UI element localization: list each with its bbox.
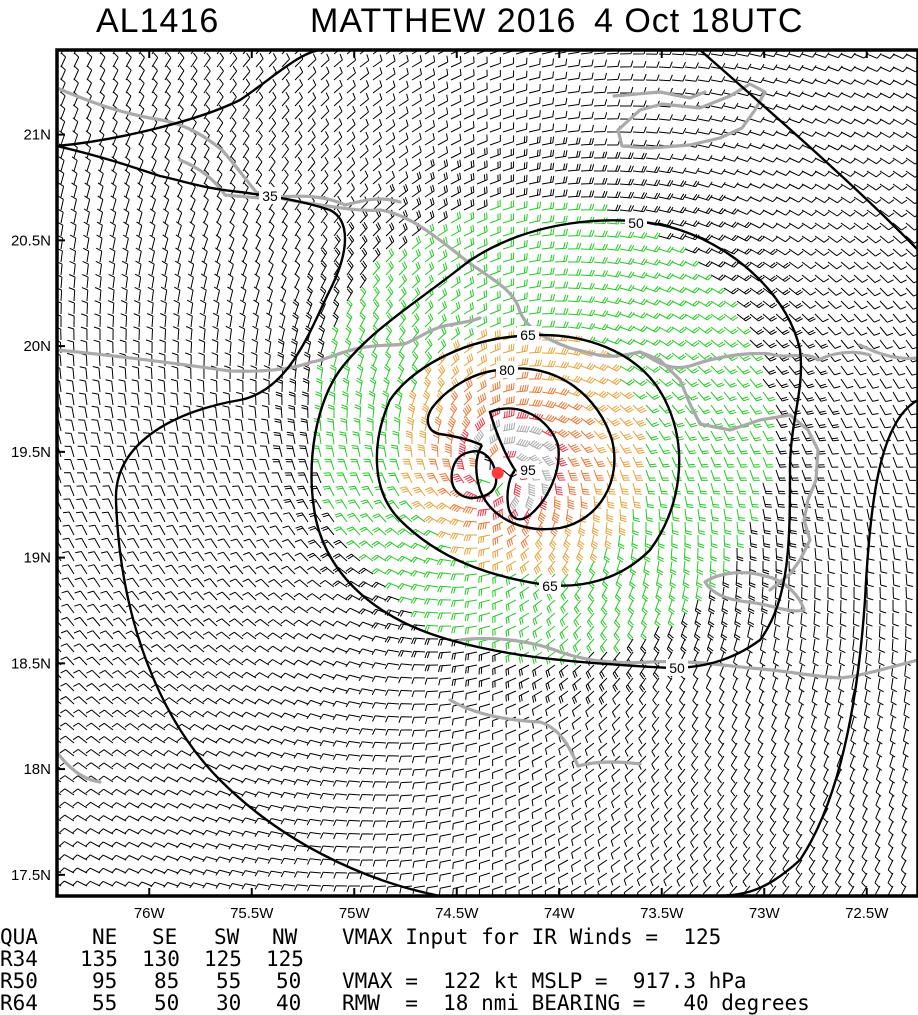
eyewall-inner-contour (450, 450, 498, 500)
storm-id: AL1416 (96, 2, 220, 40)
cell-sw: 30 (216, 991, 242, 1015)
vmax-mslp-text: VMAX = 122 kt MSLP = 917.3 hPa (342, 969, 747, 993)
x-tick-label: 72.5W (845, 905, 889, 922)
haiti-coast (638, 350, 820, 592)
y-tick-label: 18N (23, 761, 51, 778)
isotach-35-contour (57, 50, 918, 896)
radii-row-r34: R34 135 130 125 125 (0, 948, 918, 971)
svg-text:65: 65 (542, 578, 558, 594)
svg-text:50: 50 (669, 660, 685, 676)
x-tick-label: 74.5W (435, 905, 479, 922)
valid-time: 4 Oct 18UTC (594, 2, 804, 40)
wind-barb-group (311, 199, 776, 666)
axis-ticks: 76W 75.5W 75W 74.5W 74W 73.5W 73W 72.5W 17.5N 18N… (11, 50, 889, 922)
wind-radii-panel: QUA NE SE SW NW VMAX Input for IR Winds … (0, 924, 918, 1015)
svg-text:95: 95 (520, 462, 536, 478)
contour-label: 65 (539, 577, 561, 594)
contour-label: 80 (496, 361, 518, 378)
cell-nw: 50 (276, 969, 302, 993)
y-tick-label: 18.5N (11, 655, 51, 672)
row-label: R64 (0, 991, 38, 1015)
haiti-southern-peninsula (458, 636, 918, 680)
contour-label: 50 (666, 659, 688, 676)
x-tick-label: 74W (544, 905, 576, 922)
cuba-north-coast (178, 158, 402, 207)
hispaniola-east (858, 343, 918, 361)
header-sw: SW (214, 925, 240, 949)
header-ne: NE (92, 925, 118, 949)
radii-row-r50: R50 95 85 55 50 VMAX = 122 kt MSLP = 917… (0, 970, 918, 993)
cell-se: 50 (154, 991, 180, 1015)
wind-map: 76W 75.5W 75W 74.5W 74W 73.5W 73W 72.5W 17.5N 18N… (11, 48, 918, 922)
cell-sw: 125 (204, 947, 242, 971)
contour-label: 35 (259, 187, 281, 204)
radii-header-row: QUA NE SE SW NW VMAX Input for IR Winds … (0, 926, 918, 949)
contour-label: 50 (625, 214, 647, 231)
tiburon-peninsula-south (448, 698, 642, 768)
row-label: R50 (0, 969, 38, 993)
cell-ne: 55 (92, 991, 118, 1015)
radii-row-r64: R64 55 50 30 40 RMW = 18 nmi BEARING = 4… (0, 992, 918, 1015)
cell-ne: 135 (80, 947, 118, 971)
isotach-contours (57, 50, 918, 896)
haiti-north-peninsula (638, 350, 872, 370)
header-se: SE (152, 925, 178, 949)
wind-barb-group (426, 368, 606, 549)
x-tick-label: 75.5W (230, 905, 274, 922)
header-qua: QUA (0, 925, 38, 949)
vmax-input-text: VMAX Input for IR Winds = 125 (342, 925, 722, 949)
contour-label: 65 (517, 326, 539, 343)
x-tick-label: 75W (339, 905, 371, 922)
cell-nw: 40 (276, 991, 302, 1015)
y-tick-label: 20.5N (11, 232, 51, 249)
cuba-coast (57, 86, 642, 358)
storm-center-marker (491, 467, 504, 479)
cell-nw: 125 (266, 947, 304, 971)
bahamas-inagua (612, 90, 707, 100)
wind-barb-group (57, 50, 918, 896)
cuba-south-coast (57, 316, 482, 373)
wind-barb-group (451, 406, 569, 524)
cell-ne: 95 (92, 969, 118, 993)
svg-text:35: 35 (262, 188, 278, 204)
x-tick-label: 73.5W (640, 905, 684, 922)
bahamas-island (616, 82, 767, 150)
x-tick-label: 73W (749, 905, 781, 922)
svg-text:80: 80 (499, 362, 515, 378)
cell-sw: 55 (216, 969, 242, 993)
plot-frame (55, 48, 918, 898)
x-tick-label: 76W (134, 905, 166, 922)
jamaica-coast (57, 750, 102, 784)
contour-labels: 35 50 65 80 95 65 50 (259, 187, 688, 676)
contour-label: 95 (517, 461, 539, 478)
isotach-80-contour (426, 367, 616, 531)
svg-text:65: 65 (520, 327, 536, 343)
wind-barbs (57, 50, 918, 896)
chart-title: AL1416 MATTHEW 2016 4 Oct 18UTC (0, 0, 918, 46)
cell-se: 85 (154, 969, 180, 993)
coastlines (57, 82, 918, 784)
y-tick-label: 17.5N (11, 867, 51, 884)
cell-se: 130 (142, 947, 180, 971)
wind-barb-group (399, 328, 647, 576)
y-tick-label: 20N (23, 338, 51, 355)
y-tick-label: 21N (23, 127, 51, 144)
rmw-bearing-text: RMW = 18 nmi BEARING = 40 degrees (342, 991, 810, 1015)
gonave-island (703, 571, 806, 613)
row-label: R34 (0, 947, 38, 971)
header-nw: NW (272, 925, 298, 949)
storm-name-year: MATTHEW 2016 (310, 2, 577, 40)
y-tick-label: 19.5N (11, 444, 51, 461)
svg-text:50: 50 (628, 215, 644, 231)
isotach-50-contour (310, 219, 803, 670)
isotach-95-contour (488, 407, 560, 521)
y-tick-label: 19N (23, 550, 51, 567)
